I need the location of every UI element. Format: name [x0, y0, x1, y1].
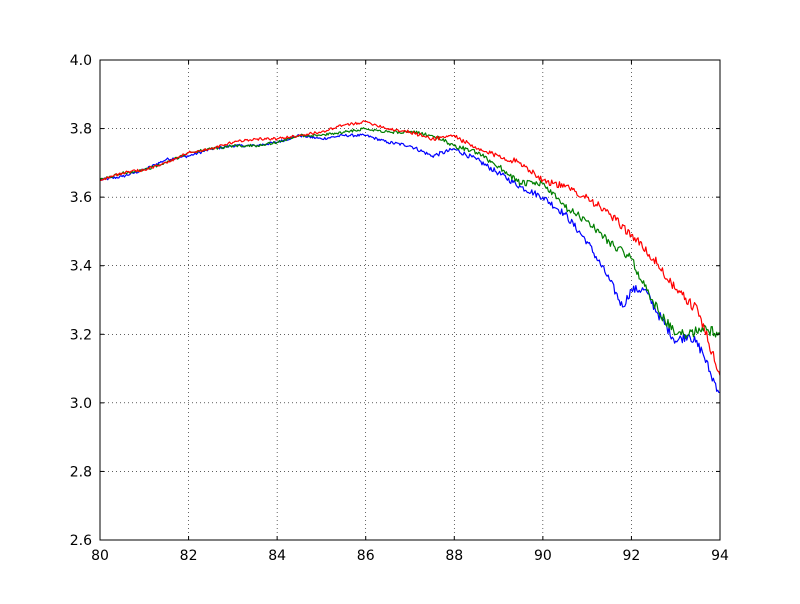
x-axis-ticks [99, 60, 721, 540]
x-tick-label: 86 [357, 548, 375, 564]
y-axis-ticks [100, 59, 720, 541]
x-tick-label: 88 [445, 548, 463, 564]
y-axis-tick-labels: 2.6 2.8 3.0 3.2 3.4 3.6 3.8 4.0 [70, 53, 92, 549]
x-axis-tick-labels: 80 82 84 86 88 90 92 94 [91, 548, 729, 564]
series-layer [99, 120, 721, 394]
series-line-3 [99, 120, 721, 376]
y-tick-label: 2.6 [70, 533, 92, 549]
vertical-gridlines [188, 60, 632, 540]
y-tick-label: 4.0 [70, 53, 92, 69]
y-tick-label: 3.8 [70, 122, 92, 138]
y-tick-label: 3.6 [70, 190, 92, 206]
x-tick-label: 92 [623, 548, 641, 564]
y-tick-label: 2.8 [70, 464, 92, 480]
plot-background [100, 60, 720, 540]
x-tick-label: 80 [91, 548, 109, 564]
y-tick-label: 3.0 [70, 396, 92, 412]
y-tick-label: 3.4 [70, 259, 92, 275]
x-tick-label: 84 [268, 548, 286, 564]
y-tick-label: 3.2 [70, 327, 92, 343]
horizontal-gridlines [100, 128, 720, 472]
x-tick-label: 82 [180, 548, 198, 564]
plot-frame [99, 59, 721, 541]
x-tick-label: 94 [711, 548, 729, 564]
x-tick-label: 90 [534, 548, 552, 564]
